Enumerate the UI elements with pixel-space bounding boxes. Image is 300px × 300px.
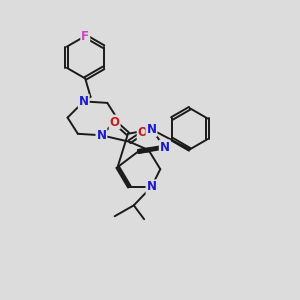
Text: N: N	[146, 123, 157, 136]
Text: O: O	[138, 126, 148, 140]
Text: F: F	[81, 29, 89, 43]
Text: N: N	[146, 180, 157, 193]
Text: O: O	[110, 116, 120, 128]
Text: N: N	[79, 95, 89, 108]
Text: N: N	[96, 129, 106, 142]
Text: N: N	[160, 141, 170, 154]
